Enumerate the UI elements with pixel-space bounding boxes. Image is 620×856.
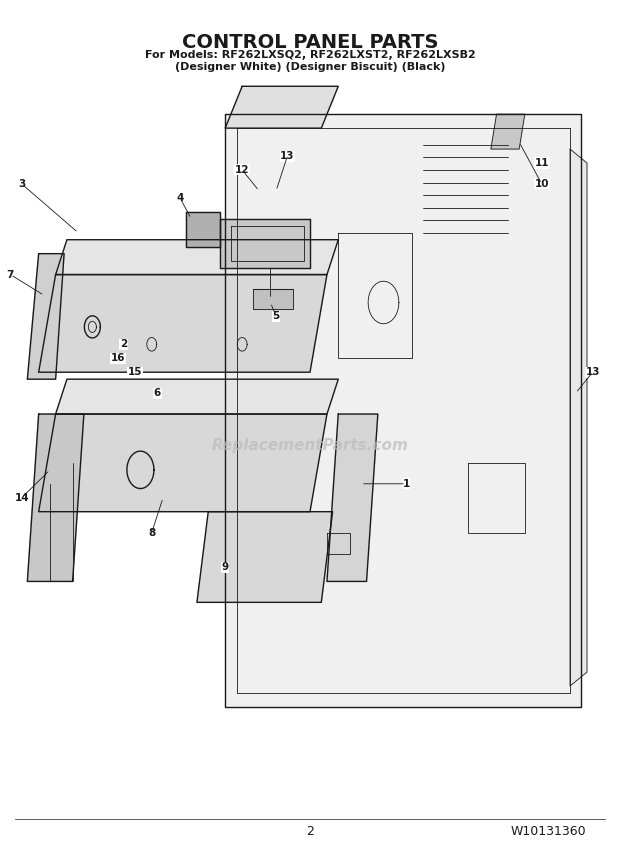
- Polygon shape: [27, 414, 84, 581]
- Polygon shape: [185, 211, 219, 247]
- Polygon shape: [225, 114, 582, 707]
- Polygon shape: [219, 219, 310, 268]
- Text: W10131360: W10131360: [511, 825, 587, 839]
- Text: 13: 13: [280, 151, 294, 161]
- Text: For Models: RF262LXSQ2, RF262LXST2, RF262LXSB2: For Models: RF262LXSQ2, RF262LXST2, RF26…: [144, 50, 476, 60]
- Polygon shape: [491, 114, 525, 149]
- Text: 8: 8: [148, 527, 156, 538]
- Text: 15: 15: [128, 367, 142, 377]
- Polygon shape: [254, 288, 293, 310]
- Text: 12: 12: [235, 165, 249, 175]
- Text: 7: 7: [7, 270, 14, 280]
- Polygon shape: [38, 414, 327, 512]
- Text: 4: 4: [176, 193, 184, 203]
- Text: ReplacementParts.com: ReplacementParts.com: [211, 437, 409, 453]
- Text: 11: 11: [534, 158, 549, 168]
- Text: 1: 1: [402, 479, 410, 489]
- Text: 10: 10: [534, 179, 549, 189]
- Text: 13: 13: [585, 367, 600, 377]
- Text: 14: 14: [14, 493, 29, 502]
- Polygon shape: [56, 240, 339, 275]
- Text: (Designer White) (Designer Biscuit) (Black): (Designer White) (Designer Biscuit) (Bla…: [175, 62, 445, 72]
- Text: 5: 5: [272, 312, 280, 321]
- Text: CONTROL PANEL PARTS: CONTROL PANEL PARTS: [182, 33, 438, 51]
- Polygon shape: [27, 253, 64, 379]
- Text: 2: 2: [306, 825, 314, 839]
- Text: 3: 3: [18, 179, 25, 189]
- Text: 16: 16: [110, 354, 125, 363]
- Polygon shape: [225, 86, 339, 128]
- Polygon shape: [38, 275, 327, 372]
- Polygon shape: [56, 379, 339, 414]
- Text: 2: 2: [120, 339, 127, 349]
- Text: 9: 9: [221, 562, 229, 573]
- Polygon shape: [327, 414, 378, 581]
- Polygon shape: [197, 512, 332, 603]
- Text: 6: 6: [154, 388, 161, 398]
- Polygon shape: [570, 149, 587, 686]
